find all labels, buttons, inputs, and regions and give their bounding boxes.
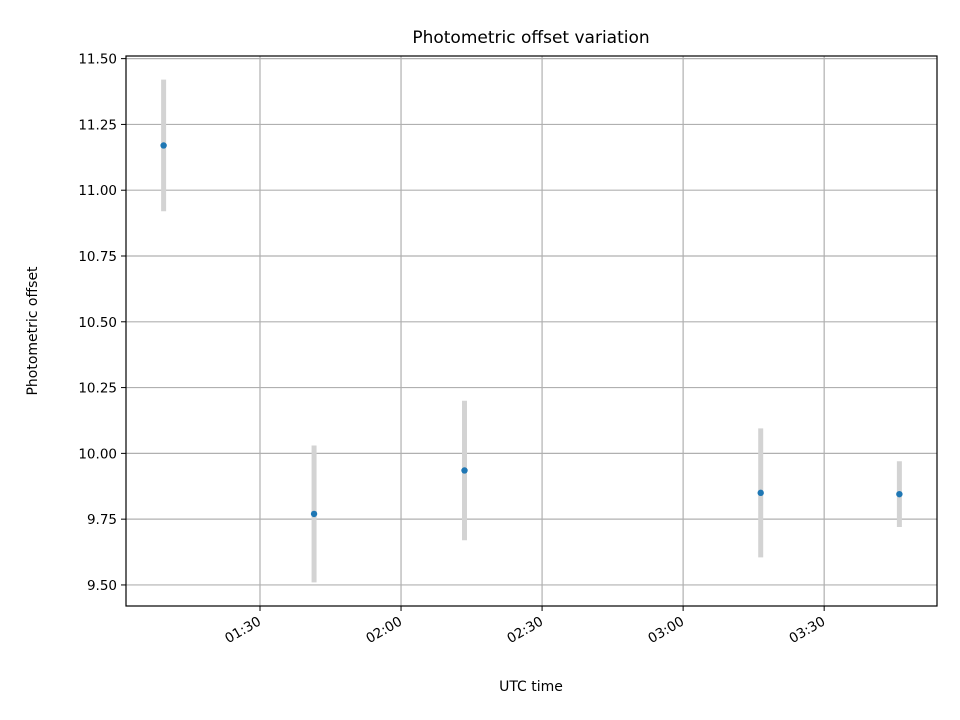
data-point (461, 467, 468, 474)
y-tick-label: 11.50 (78, 52, 117, 68)
x-tick-label: 03:30 (786, 614, 828, 647)
x-tick-label: 03:00 (645, 614, 687, 647)
y-tick-label: 10.75 (78, 249, 117, 265)
y-tick-label: 9.75 (87, 512, 117, 528)
y-tick-label: 10.00 (78, 446, 117, 462)
plot-frame (125, 55, 938, 607)
y-tick-label: 10.50 (78, 315, 117, 331)
y-tick-label: 11.25 (78, 117, 117, 133)
data-point (757, 489, 764, 497)
chart-title: Photometric offset variation (412, 28, 649, 48)
y-tick-label: 10.25 (78, 381, 117, 397)
data-point (310, 510, 318, 518)
x-axis-label: UTC time (499, 679, 563, 695)
data-point (896, 490, 903, 498)
y-tick-label: 11.00 (78, 183, 117, 199)
data-point (160, 142, 167, 149)
x-tick-label: 02:00 (363, 614, 405, 647)
y-axis-label: Photometric offset (25, 266, 41, 396)
x-tick-label: 02:30 (504, 614, 546, 647)
y-tick-label: 9.50 (87, 578, 117, 594)
x-tick-label: 01:30 (222, 614, 264, 647)
